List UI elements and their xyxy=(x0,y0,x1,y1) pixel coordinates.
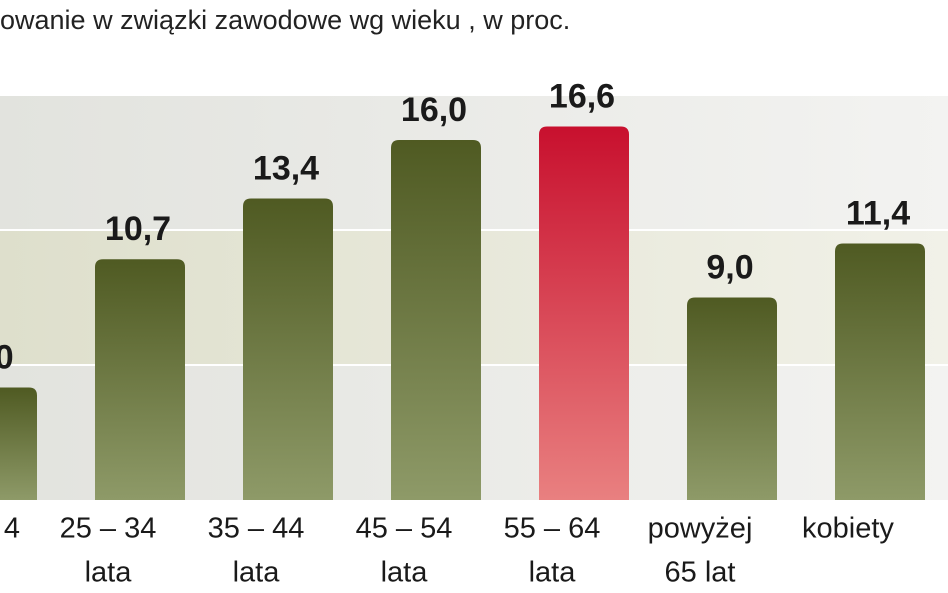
x-tick-label: 65 lat xyxy=(665,557,736,589)
bar xyxy=(835,243,925,500)
x-tick-label: 4 xyxy=(4,513,20,545)
x-tick-label: 45 – 54 xyxy=(356,513,453,545)
value-label: 16,6 xyxy=(549,77,615,115)
bar xyxy=(95,259,185,500)
x-tick-label: 55 – 64 xyxy=(504,513,601,545)
bar xyxy=(391,140,481,500)
value-label: 10,7 xyxy=(105,210,171,248)
x-tick-label: powyżej xyxy=(648,513,753,545)
value-label: 11,4 xyxy=(846,194,910,232)
x-tick-label: 25 – 34 xyxy=(60,513,157,545)
chart-title: owanie w związki zawodowe wg wieku , w p… xyxy=(0,5,570,35)
x-tick-label: lata xyxy=(233,557,281,589)
bar xyxy=(687,297,777,500)
bar xyxy=(243,198,333,500)
value-label: 9,0 xyxy=(706,248,753,286)
x-tick-label: lata xyxy=(381,557,429,589)
x-tick-label: lata xyxy=(85,557,133,589)
value-label: 13,4 xyxy=(253,149,319,187)
value-label: 16,0 xyxy=(401,91,467,129)
bar xyxy=(0,387,37,500)
x-tick-label: lata xyxy=(529,557,577,589)
x-tick-label: 35 – 44 xyxy=(208,513,305,545)
x-tick-label: kobiety xyxy=(802,513,894,545)
bar xyxy=(539,126,629,500)
value-label: 5,0 xyxy=(0,338,14,376)
